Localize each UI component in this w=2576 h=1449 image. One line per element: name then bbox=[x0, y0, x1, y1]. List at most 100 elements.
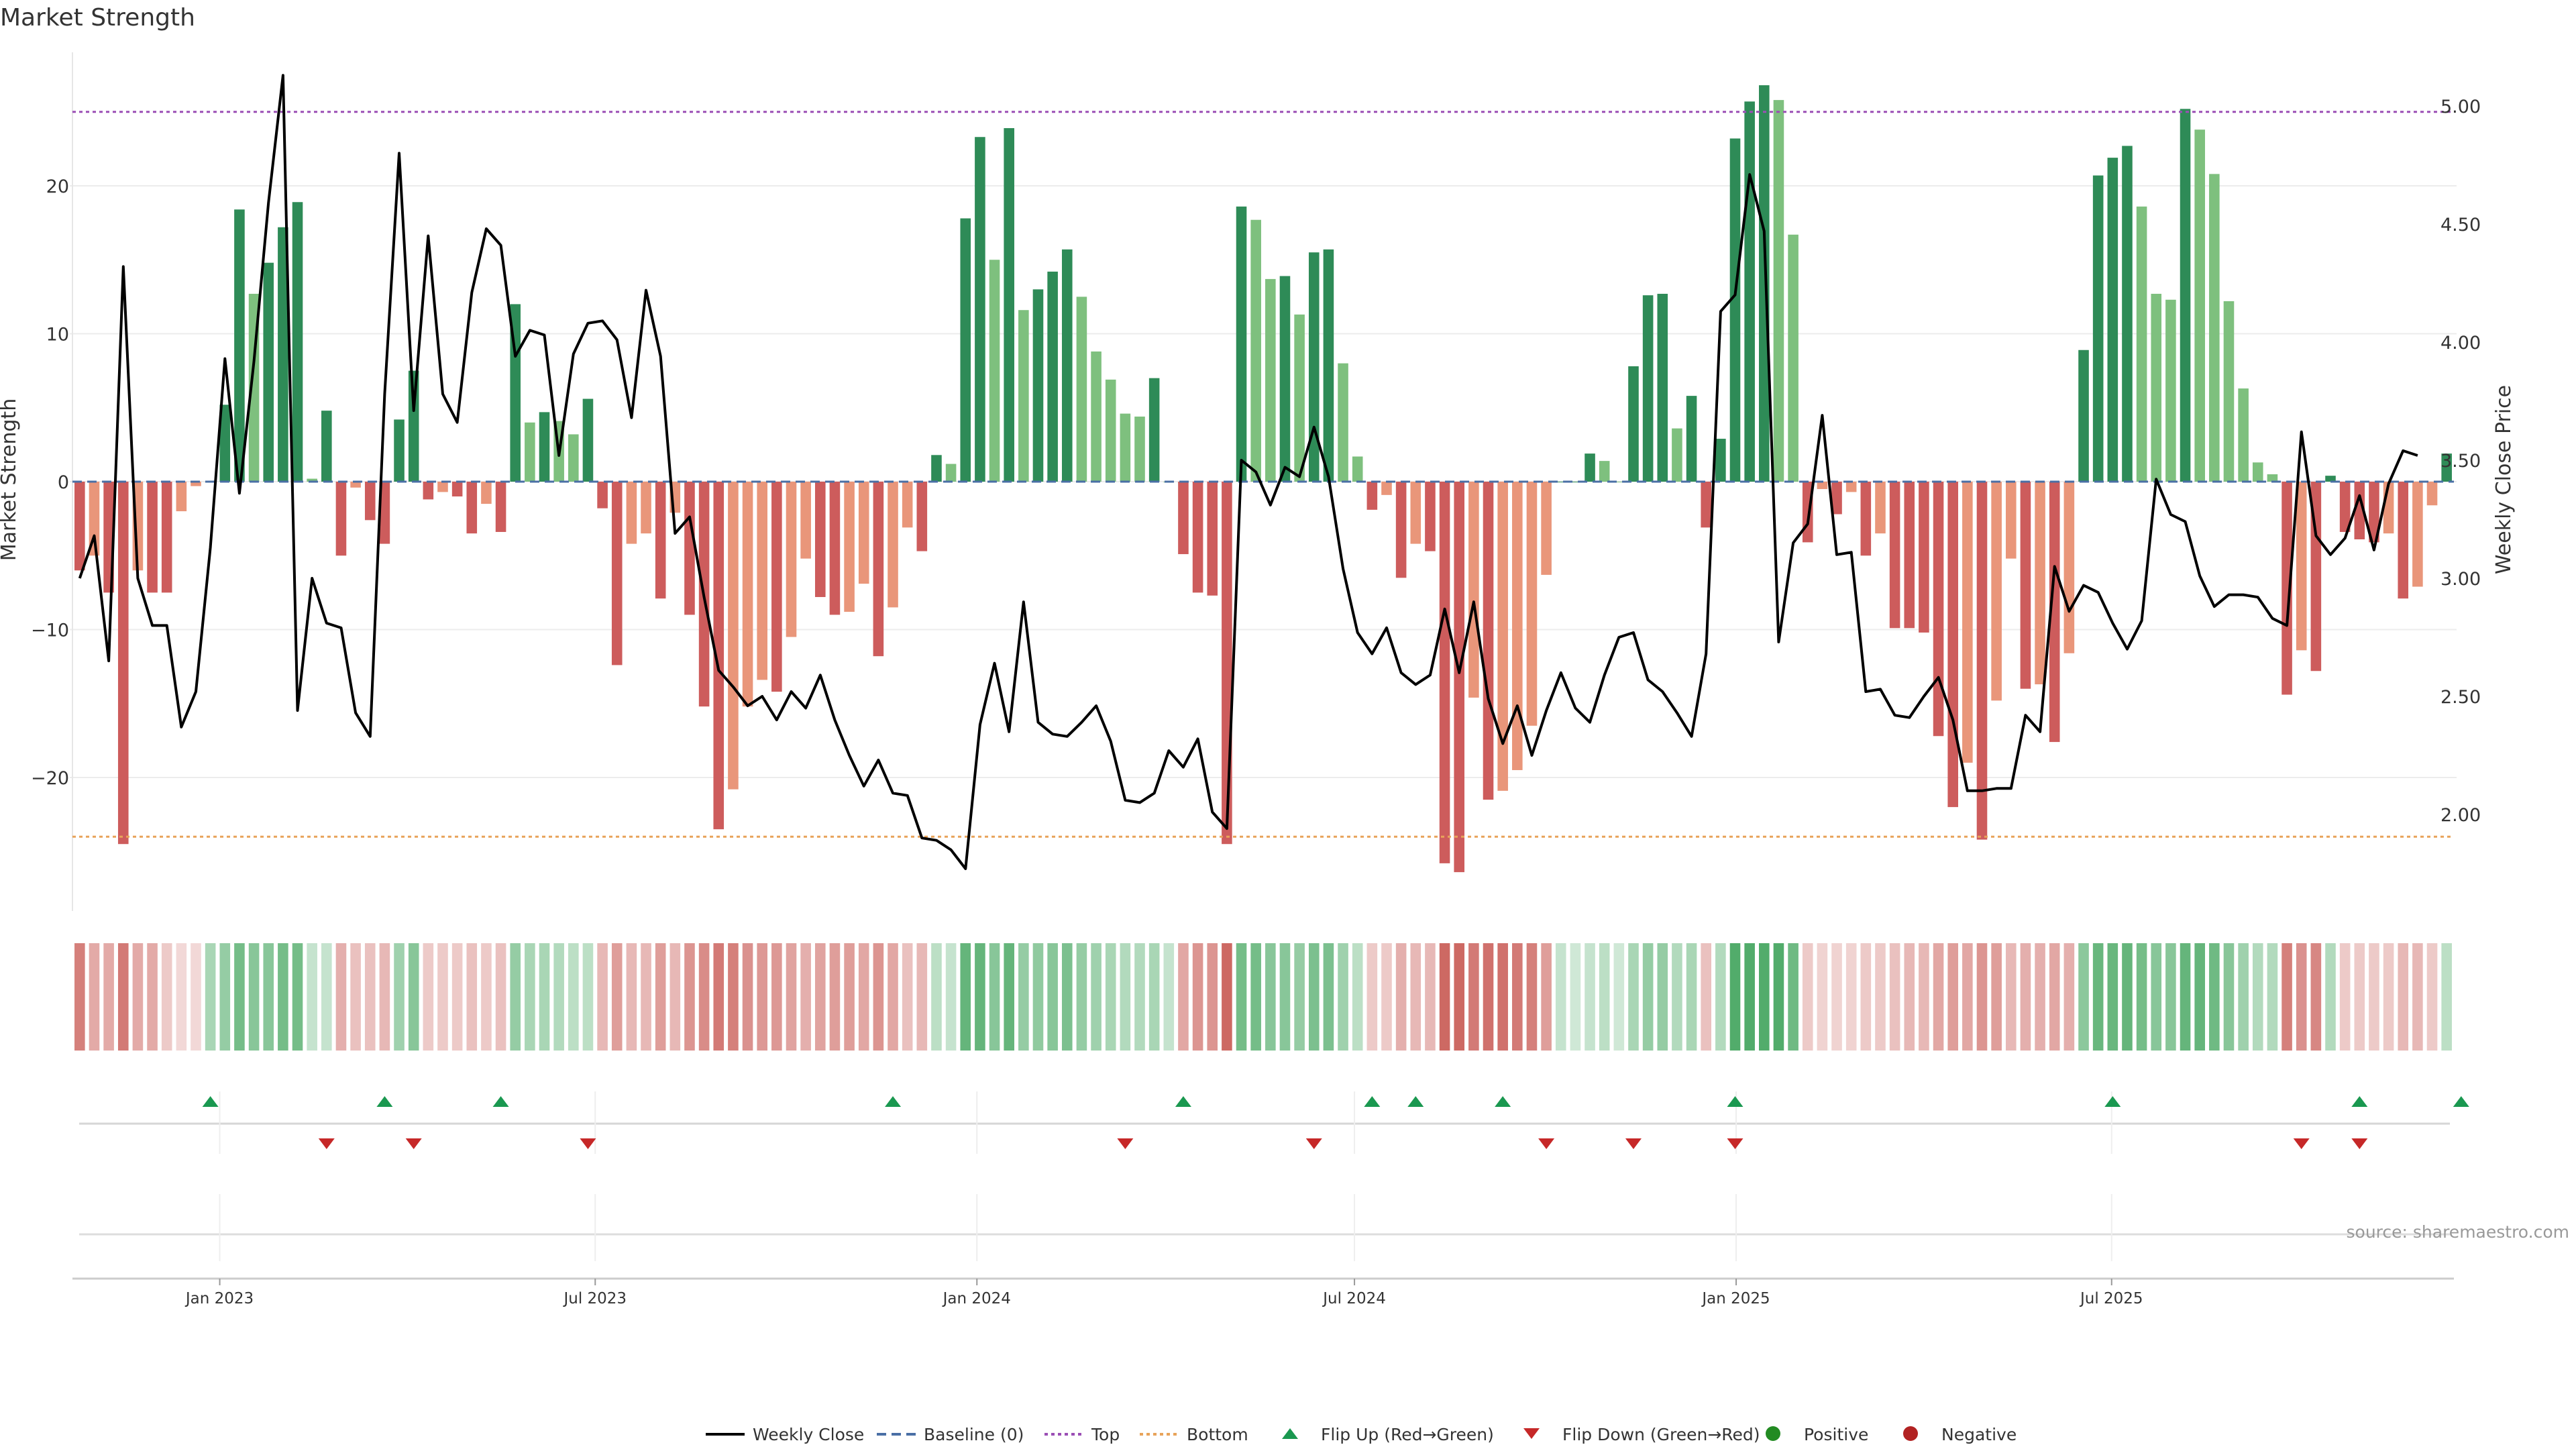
heat-cell bbox=[1454, 943, 1465, 1051]
strength-bar bbox=[1773, 100, 1784, 482]
heat-cell bbox=[1526, 943, 1538, 1051]
heat-cell bbox=[2122, 943, 2133, 1051]
strength-bar bbox=[742, 482, 753, 707]
strength-bar bbox=[379, 482, 390, 544]
flip-up-marker bbox=[2104, 1096, 2121, 1107]
strength-bar bbox=[1672, 428, 1682, 482]
strength-bar bbox=[495, 482, 506, 532]
strength-bar bbox=[437, 482, 448, 492]
heat-cell bbox=[1628, 943, 1639, 1051]
strength-bar bbox=[858, 482, 869, 584]
heat-cell bbox=[989, 943, 1000, 1051]
flip-up-marker bbox=[2351, 1096, 2368, 1107]
legend-swatch bbox=[1766, 1426, 1780, 1441]
y-tick-label: −20 bbox=[31, 768, 69, 789]
heat-cell bbox=[2282, 943, 2292, 1051]
legend-label: Flip Up (Red→Green) bbox=[1321, 1425, 1494, 1444]
heat-cell bbox=[2194, 943, 2205, 1051]
heat-cell bbox=[481, 943, 492, 1051]
strength-heat-strip bbox=[74, 943, 2452, 1051]
strength-bar bbox=[1860, 482, 1872, 556]
strength-bar bbox=[1061, 249, 1073, 482]
legend-item: Positive bbox=[1766, 1425, 1868, 1444]
heat-cell bbox=[234, 943, 245, 1051]
strength-bar bbox=[786, 482, 797, 637]
strength-bar bbox=[728, 482, 739, 790]
strength-bar bbox=[1715, 439, 1726, 482]
heat-cell bbox=[2238, 943, 2249, 1051]
strength-bar bbox=[1933, 482, 1944, 737]
flip-up-marker bbox=[2453, 1096, 2469, 1107]
heat-cell bbox=[2223, 943, 2235, 1051]
heat-cell bbox=[1933, 943, 1944, 1051]
strength-bar bbox=[117, 482, 129, 845]
strength-bar bbox=[1047, 271, 1058, 482]
strength-bar bbox=[1134, 416, 1145, 482]
strength-bar bbox=[2122, 146, 2133, 482]
heat-cell bbox=[2354, 943, 2365, 1051]
heat-cell bbox=[1148, 943, 1160, 1051]
reference-lines bbox=[72, 111, 2454, 838]
heat-cell bbox=[147, 943, 158, 1051]
heat-cell bbox=[960, 943, 971, 1051]
flip-up-marker bbox=[492, 1096, 509, 1107]
heat-cell bbox=[2107, 943, 2118, 1051]
y-axis-right: 2.00 2.50 3.00 3.50 4.00 4.50 5.00 bbox=[2440, 97, 2481, 826]
strength-bar bbox=[1425, 482, 1436, 551]
heat-cell bbox=[902, 943, 913, 1051]
heat-cell bbox=[1701, 943, 1712, 1051]
heat-cell bbox=[1991, 943, 2002, 1051]
strength-bar bbox=[611, 482, 623, 665]
strength-bar bbox=[350, 482, 361, 488]
heat-cell bbox=[1192, 943, 1203, 1051]
strength-bar bbox=[2267, 474, 2278, 482]
heat-cell bbox=[423, 943, 434, 1051]
flip-down-marker bbox=[1727, 1138, 1743, 1149]
heat-cell bbox=[1845, 943, 1857, 1051]
strength-bar bbox=[684, 482, 695, 615]
strength-bar bbox=[2369, 482, 2379, 543]
heat-cell bbox=[1032, 943, 1044, 1051]
strength-bar bbox=[147, 482, 158, 593]
heat-cell bbox=[945, 943, 957, 1051]
flip-down-marker bbox=[405, 1138, 422, 1149]
heat-cell bbox=[582, 943, 594, 1051]
legend-label: Weekly Close bbox=[753, 1425, 864, 1444]
strength-bar bbox=[800, 482, 811, 559]
heat-cell bbox=[1672, 943, 1682, 1051]
strength-bar bbox=[1686, 396, 1697, 482]
strength-bar bbox=[2398, 482, 2409, 599]
strength-bar bbox=[2426, 482, 2438, 506]
strength-bar bbox=[1759, 85, 1770, 482]
legend: Weekly Close Baseline (0) Top Bottom Flip Up… bbox=[706, 1425, 2017, 1444]
strength-bar bbox=[1120, 413, 1131, 482]
strength-bar bbox=[1091, 351, 1102, 482]
legend-label: Baseline (0) bbox=[924, 1425, 1024, 1444]
flip-down-marker bbox=[1538, 1138, 1555, 1149]
heat-cell bbox=[379, 943, 390, 1051]
strength-bar bbox=[1148, 378, 1160, 482]
heat-cell bbox=[2412, 943, 2423, 1051]
y-axis-left: −20 −10 0 10 20 bbox=[31, 176, 69, 789]
heat-cell bbox=[191, 943, 201, 1051]
strength-bar bbox=[1207, 482, 1218, 596]
strength-bar bbox=[568, 434, 579, 482]
heat-cell bbox=[2136, 943, 2147, 1051]
strength-bar bbox=[2136, 206, 2147, 482]
strength-bar bbox=[176, 482, 187, 512]
heat-cell bbox=[1962, 943, 1973, 1051]
heat-cell bbox=[1178, 943, 1189, 1051]
legend-label: Positive bbox=[1804, 1425, 1868, 1444]
strength-bar bbox=[1817, 482, 1828, 490]
flip-up-marker bbox=[202, 1096, 219, 1107]
heat-cell bbox=[364, 943, 376, 1051]
heat-cell bbox=[2339, 943, 2351, 1051]
strength-bar bbox=[466, 482, 478, 534]
strength-bar bbox=[2223, 301, 2235, 482]
strength-bar bbox=[1701, 482, 1712, 528]
strength-bar bbox=[2092, 175, 2104, 482]
strength-bar bbox=[335, 482, 347, 556]
heat-cell bbox=[539, 943, 550, 1051]
strength-bar bbox=[451, 482, 463, 497]
heat-cell bbox=[1134, 943, 1145, 1051]
